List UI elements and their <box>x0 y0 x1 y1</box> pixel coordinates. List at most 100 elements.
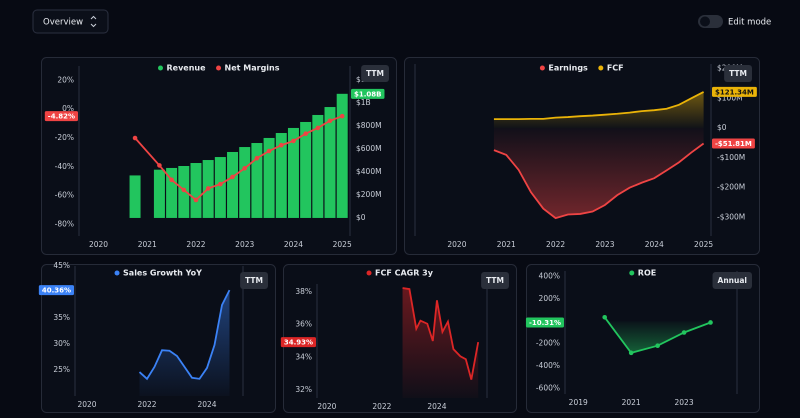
legend-dot <box>366 270 372 276</box>
y-tick-label: 35% <box>53 313 70 322</box>
x-tick-label: 2023 <box>675 398 694 407</box>
y-tick-label: 400% <box>539 272 560 281</box>
bar <box>287 127 299 218</box>
legend-dot <box>114 270 120 276</box>
value-badge <box>712 138 755 149</box>
point <box>315 125 321 131</box>
bar <box>300 121 312 218</box>
legend: Revenue Net Margins <box>157 64 280 73</box>
area-fill <box>402 288 479 398</box>
y-tick-label: $0 <box>356 213 366 222</box>
toggle-label: Edit mode <box>728 18 771 28</box>
bar <box>251 143 263 218</box>
legend-dot <box>216 65 222 71</box>
y-tick-label: -600% <box>536 383 560 392</box>
bar <box>312 114 324 218</box>
line <box>138 289 231 381</box>
value-badge-label: 34.93% <box>284 339 313 347</box>
value-badge <box>525 317 564 328</box>
y-tick-label: -200% <box>536 339 560 348</box>
x-tick-label: 2022 <box>137 400 156 409</box>
point <box>708 320 713 325</box>
legend: FCF CAGR 3y <box>366 269 434 278</box>
point <box>681 330 687 335</box>
point <box>169 177 174 183</box>
y-tick-label: -80% <box>55 219 74 228</box>
legend-label: Revenue <box>166 64 206 73</box>
legend: Sales Growth YoY <box>114 269 202 278</box>
value-badge-label: -10.31% <box>529 319 561 327</box>
y-tick-label: $400M <box>356 167 382 176</box>
x-tick-label: 2024 <box>427 402 446 411</box>
area-fill <box>493 128 704 219</box>
legend-label: Sales Growth YoY <box>123 269 202 278</box>
value-badge-label: $1.08B <box>354 90 381 98</box>
x-tick-label: 2022 <box>546 240 565 249</box>
legend-label: Earnings <box>548 64 588 73</box>
y-tick-label: 30% <box>53 339 70 348</box>
x-tick-label: 2024 <box>284 240 303 249</box>
legend-label: ROE <box>638 269 656 278</box>
value-badge <box>351 88 385 99</box>
bar <box>153 169 165 218</box>
point <box>193 197 199 203</box>
bar <box>214 157 226 218</box>
period-button[interactable] <box>240 272 268 289</box>
point <box>628 350 634 356</box>
x-tick-label: 2021 <box>622 398 641 407</box>
legend-label: FCF CAGR 3y <box>375 269 434 278</box>
legend-dot <box>598 65 604 71</box>
y-tick-label: 36% <box>295 320 312 329</box>
x-tick-label: 2024 <box>197 400 216 409</box>
y-tick-label: -$200M <box>717 183 745 192</box>
y-tick-label: 200% <box>539 294 560 303</box>
period-button[interactable] <box>712 272 752 289</box>
point <box>181 187 187 193</box>
point <box>230 174 235 180</box>
period-button-label: Annual <box>718 276 747 285</box>
y-tick-label: -400% <box>536 361 560 370</box>
legend-label: Net Margins <box>225 64 280 73</box>
period-button-label: TTM <box>366 69 384 78</box>
line <box>402 287 480 380</box>
x-tick-label: 2023 <box>595 240 614 249</box>
y-tick-label: 45% <box>53 261 70 270</box>
value-badge-label: 40.36% <box>42 287 71 295</box>
period-button[interactable] <box>481 272 509 289</box>
bar <box>166 167 178 218</box>
point <box>278 142 284 148</box>
period-button-label: TTM <box>486 276 504 285</box>
legend-dot <box>539 65 545 71</box>
x-tick-label: 2025 <box>333 240 352 249</box>
y-tick-label: $600M <box>356 144 382 153</box>
y-tick-label: -$100M <box>717 153 745 162</box>
y-tick-label: 0% <box>62 104 74 113</box>
period-button[interactable] <box>361 65 389 82</box>
x-tick-label: 2020 <box>447 240 466 249</box>
bar <box>336 93 348 218</box>
value-badge <box>280 337 316 348</box>
y-tick-label: -20% <box>55 133 74 142</box>
legend: ROE <box>629 269 656 278</box>
area-fill <box>139 290 230 396</box>
period-button[interactable] <box>724 65 752 82</box>
value-badge-label: $121.34M <box>715 88 754 96</box>
point <box>339 113 345 119</box>
bar <box>324 107 336 218</box>
line <box>493 91 705 121</box>
y-tick-label: $0 <box>717 123 727 132</box>
y-tick-label: $800M <box>356 121 382 130</box>
view-select-label: Overview <box>43 18 83 28</box>
y-tick-label: 20% <box>57 75 74 84</box>
period-button-label: TTM <box>245 276 263 285</box>
point <box>655 343 660 348</box>
y-tick-label: 38% <box>295 287 312 296</box>
legend-dot <box>629 270 635 276</box>
bar <box>129 175 141 218</box>
y-tick-label: $1B <box>356 98 371 107</box>
point <box>266 148 272 154</box>
bar <box>275 133 287 218</box>
period-button-label: TTM <box>729 69 747 78</box>
view-select[interactable] <box>32 9 109 34</box>
x-tick-label: 2021 <box>138 240 157 249</box>
